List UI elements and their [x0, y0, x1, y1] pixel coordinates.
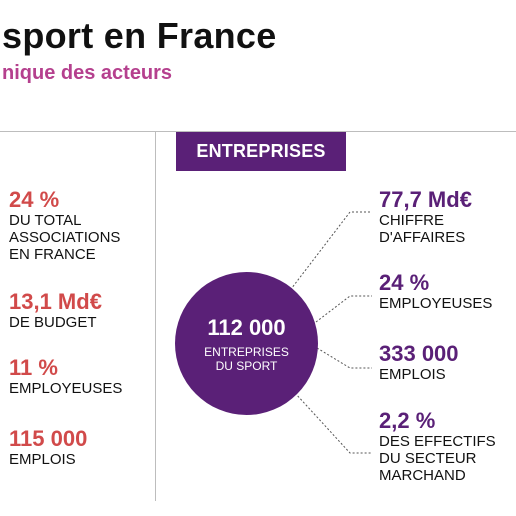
vertical-divider: [155, 131, 156, 501]
page-subtitle: nique des acteurs: [2, 62, 173, 84]
entreprises-tag: ENTREPRISES: [176, 132, 346, 171]
connector-line-emplois: [316, 347, 372, 369]
horizontal-divider: [0, 131, 516, 132]
stat-label: EMPLOYEUSES: [9, 380, 123, 397]
stat-value: 24 %: [9, 187, 60, 212]
entreprise-stat-employeuses: 24 % EMPLOYEUSES: [379, 270, 493, 313]
stat-label: DES EFFECTIFS DU SECTEUR MARCHAND: [379, 433, 496, 484]
stat-label: EMPLOYEUSES: [379, 295, 493, 312]
entreprise-stat-emplois: 333 000 EMPLOIS: [379, 341, 459, 384]
stat-value: 24 %: [379, 270, 430, 295]
stat-value: 2,2 %: [379, 408, 436, 433]
stat-value: 77,7 Md€: [379, 187, 472, 212]
circle-value: 112 000: [207, 314, 286, 340]
stat-label: EMPLOIS: [379, 366, 446, 383]
stat-label: DU TOTAL ASSOCIATIONS EN FRANCE: [9, 212, 121, 263]
association-stat-total: 24 % DU TOTAL ASSOCIATIONS EN FRANCE: [9, 187, 121, 264]
circle-label: ENTREPRISES DU SPORT: [204, 344, 289, 373]
stat-label: EMPLOIS: [9, 451, 76, 468]
connector-line-effectifs: [294, 392, 372, 454]
entreprise-stat-effectifs: 2,2 % DES EFFECTIFS DU SECTEUR MARCHAND: [379, 408, 496, 485]
association-stat-budget: 13,1 Md€ DE BUDGET: [9, 289, 102, 332]
association-stat-employeuses: 11 % EMPLOYEUSES: [9, 355, 123, 398]
stat-label: DE BUDGET: [9, 314, 97, 331]
stat-value: 115 000: [9, 426, 88, 451]
association-stat-emplois: 115 000 EMPLOIS: [9, 426, 88, 469]
stat-value: 13,1 Md€: [9, 289, 102, 314]
stat-value: 11 %: [9, 355, 58, 380]
entreprises-circle: 112 000 ENTREPRISES DU SPORT: [175, 272, 318, 415]
connector-line-employeuses: [315, 295, 372, 323]
connector-line-ca: [287, 211, 372, 294]
page-title: sport en France: [2, 15, 277, 56]
stat-value: 333 000: [379, 341, 459, 366]
entreprise-stat-ca: 77,7 Md€ CHIFFRE D'AFFAIRES: [379, 187, 472, 247]
stat-label: CHIFFRE D'AFFAIRES: [379, 212, 466, 246]
